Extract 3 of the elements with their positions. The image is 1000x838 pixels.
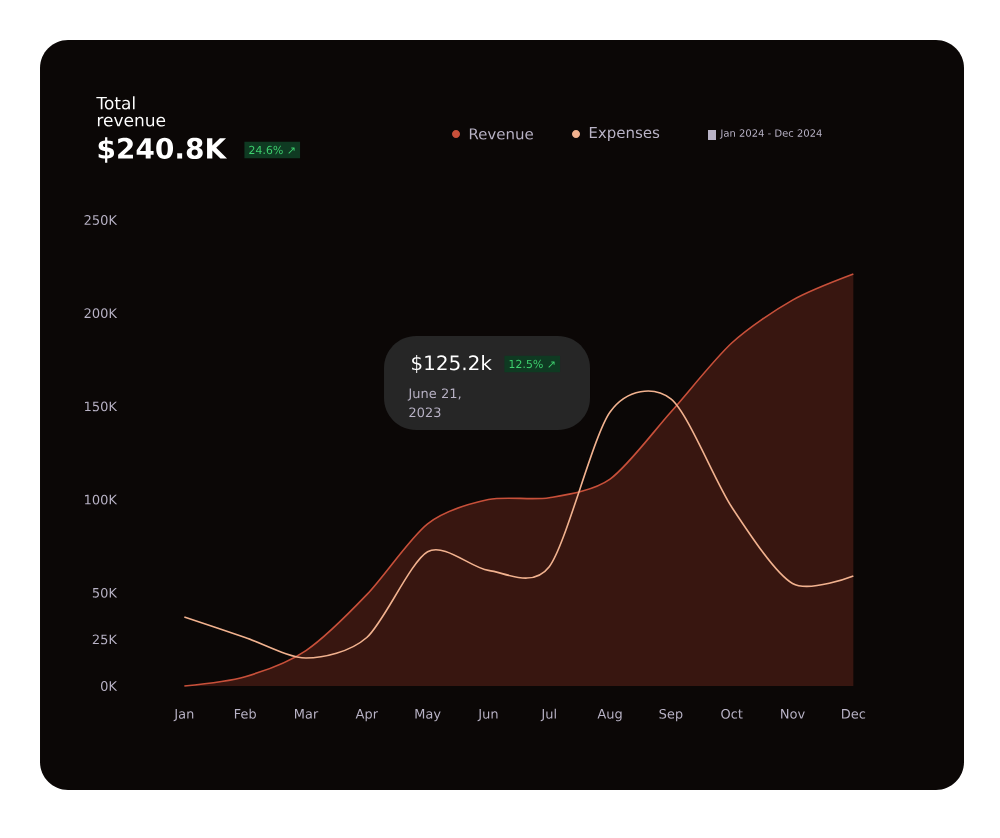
chart-title: Total revenue — [96, 96, 166, 127]
annotation: $125.2k — [412, 354, 492, 374]
chart-subtitle: $240.8K — [98, 137, 228, 163]
